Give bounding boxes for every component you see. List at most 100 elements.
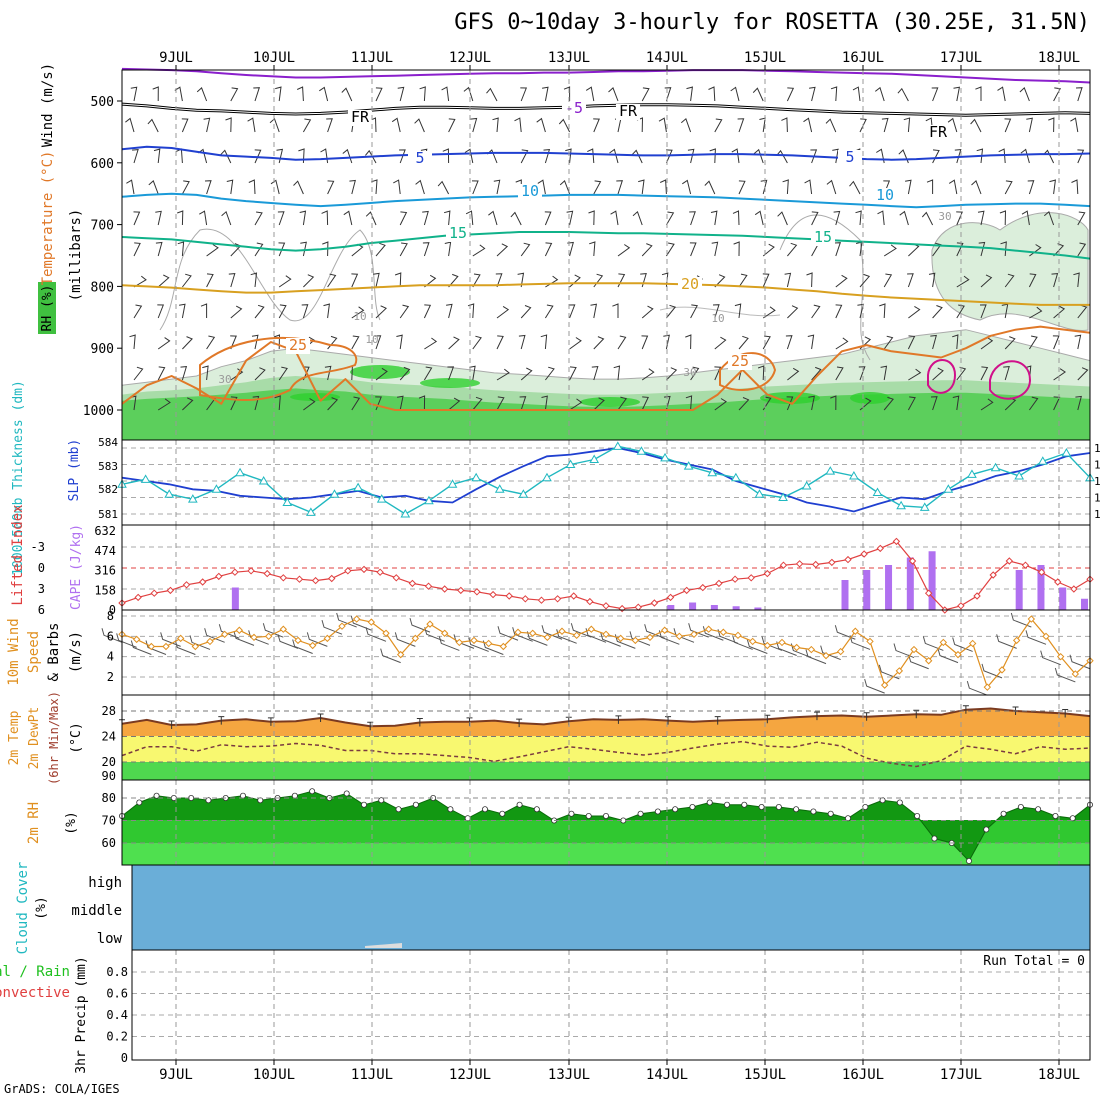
wind-barb xyxy=(680,117,692,133)
wind-barb xyxy=(126,179,135,195)
lifted-marker xyxy=(973,592,981,600)
wind10-marker xyxy=(939,638,948,647)
wind-barb xyxy=(254,149,262,164)
cape-bar xyxy=(689,602,697,610)
wind-barb xyxy=(274,395,281,411)
wind-barb xyxy=(302,118,312,133)
wind10-barb xyxy=(834,625,856,640)
wind10-marker xyxy=(206,637,214,646)
wind-barb xyxy=(182,397,194,411)
wind-barb xyxy=(464,148,474,164)
isotherm-10 xyxy=(121,192,1091,209)
wind-barb xyxy=(908,305,921,319)
rh2m-marker xyxy=(741,801,748,808)
wind10-marker xyxy=(484,639,493,648)
rh2m-marker xyxy=(516,801,523,808)
wind-barb xyxy=(787,367,800,381)
lifted-marker xyxy=(763,569,772,578)
wind-barb xyxy=(424,274,437,288)
wind-barb xyxy=(371,179,378,195)
wind-barb xyxy=(181,118,189,133)
lifted-marker xyxy=(1070,585,1078,593)
wind-barb xyxy=(587,148,595,164)
wind-barb xyxy=(472,244,486,257)
wind-barb xyxy=(1074,334,1082,350)
wind-barb xyxy=(200,303,208,318)
wind-barb xyxy=(970,118,982,133)
wind-barb xyxy=(414,118,425,133)
lifted-marker xyxy=(682,586,691,595)
wind-barb xyxy=(759,117,766,133)
wind-barb xyxy=(175,148,183,164)
thickness-marker xyxy=(612,441,623,450)
rh2m-tick-label: 80 xyxy=(102,791,116,805)
thickness-marker xyxy=(707,467,718,477)
wind-barb xyxy=(641,396,649,411)
wind-barb xyxy=(545,366,555,381)
wind-barb xyxy=(665,149,673,164)
thickness-marker xyxy=(1014,471,1025,480)
wind10-marker xyxy=(162,642,170,651)
ylabel-rh: RH (%) xyxy=(40,285,55,332)
wind10-marker xyxy=(499,642,508,651)
wind-barb xyxy=(399,366,411,381)
rh-patch-0 xyxy=(350,365,410,379)
wind10-tick-label: 4 xyxy=(107,650,114,664)
wind-barb xyxy=(661,272,669,288)
wind-barb xyxy=(444,241,452,257)
thickness-marker xyxy=(471,472,482,482)
wind-barb xyxy=(1028,335,1038,350)
thickness-marker xyxy=(400,508,411,518)
lifted-marker xyxy=(876,544,884,553)
wind-barb xyxy=(832,148,839,164)
wind-barb xyxy=(1051,273,1059,288)
thickness-marker xyxy=(376,494,387,503)
wind10-barb xyxy=(116,633,137,648)
wind10-barb xyxy=(101,628,123,643)
lifted-marker xyxy=(198,578,207,586)
wind-barb xyxy=(424,337,438,350)
lifted-marker xyxy=(505,592,513,600)
precip-run-total: Run Total = 0 xyxy=(983,954,1085,969)
thickness-marker xyxy=(140,474,151,483)
wind-barb xyxy=(518,334,526,350)
wind-barb xyxy=(399,242,408,257)
ylabel-rh-units: (%) xyxy=(64,811,79,834)
wind-barb xyxy=(133,366,144,381)
wind-barb xyxy=(641,305,654,319)
isotherm-20 xyxy=(121,282,1090,306)
wind-barb xyxy=(230,396,238,411)
isotherm-label: 25 xyxy=(731,352,749,370)
cape-tick-label: 0 xyxy=(109,603,116,617)
lifted-marker xyxy=(376,568,384,576)
wind-barb xyxy=(980,366,989,381)
thickness-marker xyxy=(235,467,245,477)
wind-barb xyxy=(520,305,532,319)
wind10-barb xyxy=(262,623,284,638)
wind-barb xyxy=(899,210,909,226)
isotherm-label: -5 xyxy=(565,99,583,117)
ylabel-2m-temp: 2m Temp xyxy=(7,710,22,765)
wind-barb xyxy=(179,303,186,319)
wind-barb xyxy=(157,366,166,381)
wind-barb xyxy=(858,366,866,381)
wind10-barb xyxy=(732,635,753,650)
lifted-marker xyxy=(618,604,626,613)
wind-barb xyxy=(399,304,410,319)
wind-barb xyxy=(835,366,844,381)
wind-barb xyxy=(563,86,571,101)
wind-barb xyxy=(928,272,936,288)
rh-patch-3 xyxy=(580,397,640,407)
wind-barb xyxy=(632,210,643,226)
wind-barb xyxy=(883,396,894,411)
wind-barb xyxy=(275,86,282,102)
rh2m-marker xyxy=(637,810,644,817)
lifted-marker xyxy=(424,582,433,590)
wind-barb xyxy=(714,274,726,288)
wind-barb xyxy=(252,395,260,411)
ylabel-precip-total: Total / Rain xyxy=(0,964,70,980)
rh2m-marker xyxy=(603,813,610,820)
wind10-marker xyxy=(763,641,772,650)
wind-barb xyxy=(689,242,697,257)
wind10-barb xyxy=(570,623,592,638)
